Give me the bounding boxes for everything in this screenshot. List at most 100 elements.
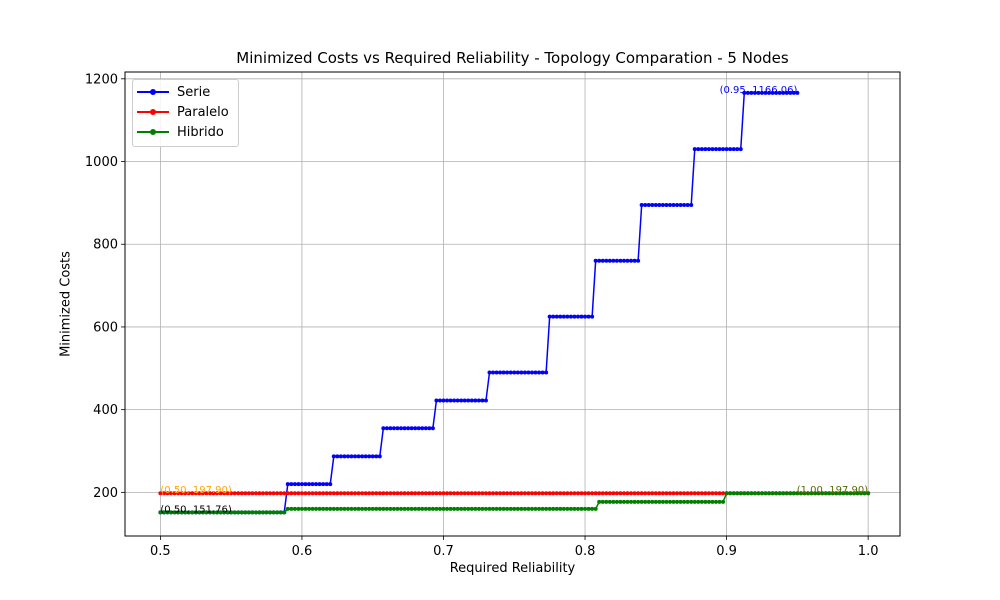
data-point-paralelo (530, 491, 534, 495)
data-point-serie (611, 259, 615, 263)
data-point-hibrido (250, 510, 254, 514)
data-point-serie (693, 147, 697, 151)
data-point-serie (385, 426, 389, 430)
data-point-paralelo (431, 491, 435, 495)
data-point-paralelo (438, 491, 442, 495)
data-point-serie (703, 147, 707, 151)
data-point-serie (608, 259, 612, 263)
data-point-serie (491, 370, 495, 374)
data-point-paralelo (236, 491, 240, 495)
data-point-paralelo (296, 491, 300, 495)
data-point-hibrido (420, 507, 424, 511)
data-point-hibrido (293, 507, 297, 511)
legend-item-serie: Serie (137, 83, 210, 101)
data-point-paralelo (640, 491, 644, 495)
data-point-paralelo (622, 491, 626, 495)
data-point-paralelo (650, 491, 654, 495)
data-point-paralelo (403, 491, 407, 495)
data-point-paralelo (502, 491, 506, 495)
data-point-serie (459, 399, 463, 403)
data-point-hibrido (672, 500, 676, 504)
data-point-paralelo (357, 491, 361, 495)
data-point-hibrido (523, 507, 527, 511)
data-point-hibrido (311, 507, 315, 511)
data-point-hibrido (247, 510, 251, 514)
data-point-paralelo (441, 491, 445, 495)
data-point-serie (565, 315, 569, 319)
data-point-hibrido (718, 500, 722, 504)
point-annotation: (1.00, 197.90) (797, 485, 869, 496)
data-point-hibrido (604, 500, 608, 504)
data-point-hibrido (686, 500, 690, 504)
data-point-hibrido (463, 507, 467, 511)
data-point-hibrido (509, 507, 513, 511)
data-point-hibrido (580, 507, 584, 511)
legend-label-paralelo: Paralelo (177, 105, 229, 120)
data-point-serie (456, 399, 460, 403)
data-point-serie (548, 315, 552, 319)
data-point-serie (728, 147, 732, 151)
data-point-paralelo (388, 491, 392, 495)
data-point-hibrido (286, 507, 290, 511)
data-point-hibrido (654, 500, 658, 504)
data-point-paralelo (346, 491, 350, 495)
data-point-hibrido (296, 507, 300, 511)
data-point-hibrido (558, 507, 562, 511)
data-point-paralelo (473, 491, 477, 495)
data-point-hibrido (788, 491, 792, 495)
data-point-serie (541, 370, 545, 374)
data-point-hibrido (615, 500, 619, 504)
data-point-paralelo (314, 491, 318, 495)
data-point-hibrido (742, 491, 746, 495)
data-point-hibrido (353, 507, 357, 511)
data-point-paralelo (587, 491, 591, 495)
data-point-paralelo (466, 491, 470, 495)
data-point-serie (318, 482, 322, 486)
data-point-paralelo (434, 491, 438, 495)
data-point-serie (714, 147, 718, 151)
data-point-serie (427, 426, 431, 430)
data-point-serie (484, 399, 488, 403)
data-point-paralelo (555, 491, 559, 495)
data-point-serie (395, 426, 399, 430)
data-point-serie (445, 399, 449, 403)
data-point-serie (424, 426, 428, 430)
data-point-hibrido (491, 507, 495, 511)
data-point-hibrido (668, 500, 672, 504)
data-point-paralelo (321, 491, 325, 495)
data-point-serie (410, 426, 414, 430)
data-point-serie (682, 203, 686, 207)
data-point-hibrido (746, 491, 750, 495)
data-point-paralelo (449, 491, 453, 495)
data-point-hibrido (438, 507, 442, 511)
data-point-paralelo (721, 491, 725, 495)
data-point-serie (431, 426, 435, 430)
data-point-paralelo (661, 491, 665, 495)
data-point-serie (364, 454, 368, 458)
data-point-serie (371, 454, 375, 458)
data-point-hibrido (346, 507, 350, 511)
data-point-paralelo (265, 491, 269, 495)
data-point-hibrido (367, 507, 371, 511)
data-point-hibrido (792, 491, 796, 495)
data-point-paralelo (498, 491, 502, 495)
data-point-paralelo (257, 491, 261, 495)
data-point-serie (572, 315, 576, 319)
data-point-serie (378, 454, 382, 458)
data-point-paralelo (679, 491, 683, 495)
data-point-hibrido (544, 507, 548, 511)
data-point-paralelo (611, 491, 615, 495)
data-point-paralelo (594, 491, 598, 495)
data-point-hibrido (629, 500, 633, 504)
data-point-paralelo (626, 491, 630, 495)
data-point-serie (618, 259, 622, 263)
data-point-serie (523, 370, 527, 374)
data-point-serie (650, 203, 654, 207)
data-point-hibrido (778, 491, 782, 495)
data-point-hibrido (307, 507, 311, 511)
legend-swatch-serie (137, 85, 169, 99)
data-point-hibrido (636, 500, 640, 504)
y-tick-label: 1200 (85, 72, 118, 87)
data-point-hibrido (548, 507, 552, 511)
data-point-serie (526, 370, 530, 374)
